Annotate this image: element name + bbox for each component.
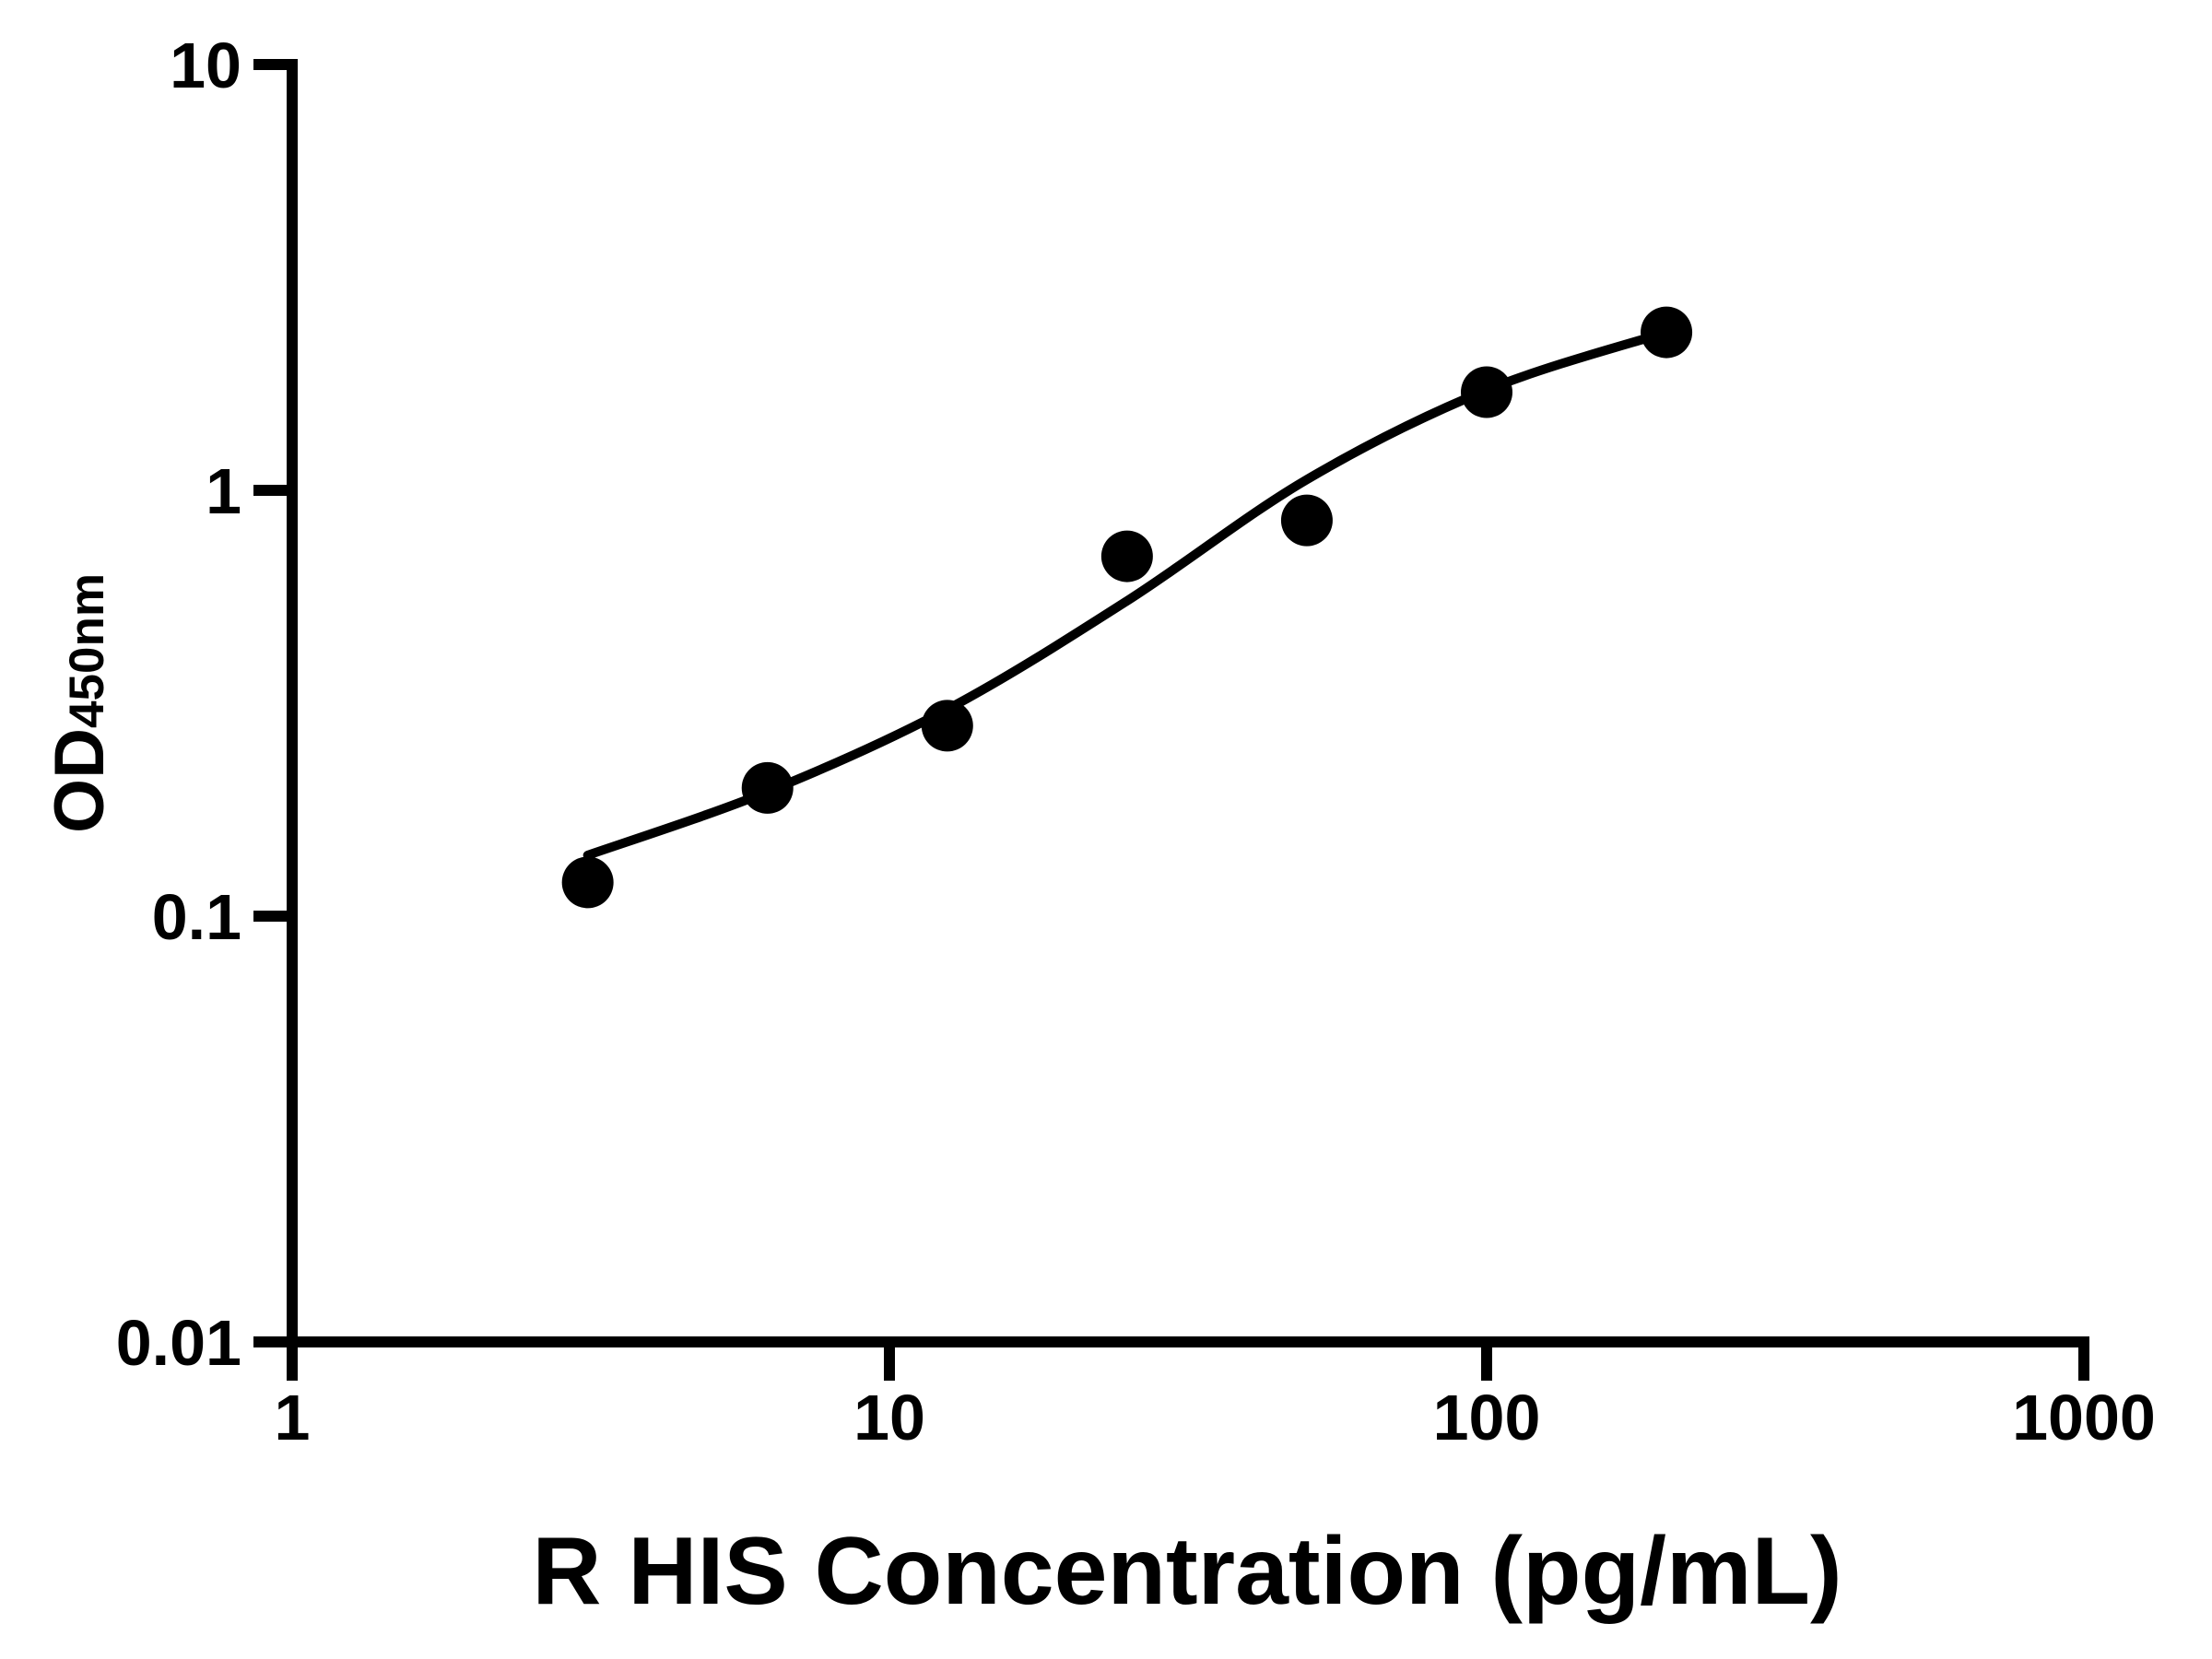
data-point (561, 856, 614, 909)
ticks-layer (253, 59, 2089, 1381)
x-axis-title: R HIS Concentration (pg/mL) (532, 1518, 1841, 1625)
x-tick-label: 1000 (2012, 1382, 2156, 1453)
x-tick-label: 100 (1433, 1382, 1541, 1453)
data-point (1100, 530, 1153, 582)
data-layer (561, 306, 1693, 909)
tick-labels-layer: 10 1 0.1 0.01 1 10 100 1000 (116, 29, 2156, 1453)
axes-layer (287, 59, 2089, 1347)
x-tick-label: 1 (275, 1382, 311, 1453)
y-axis-title-main: OD (41, 728, 119, 833)
y-tick-label: 0.1 (152, 881, 241, 953)
y-axis-title: OD450nm (41, 573, 119, 833)
y-tick-label: 1 (206, 455, 241, 527)
data-point (1280, 494, 1333, 547)
y-tick-label: 10 (170, 29, 241, 101)
fit-curve-path (582, 327, 1672, 860)
x-tick-label: 10 (853, 1382, 925, 1453)
y-axis-title-sub: 450nm (60, 573, 114, 728)
y-tick-label: 0.01 (116, 1307, 241, 1379)
